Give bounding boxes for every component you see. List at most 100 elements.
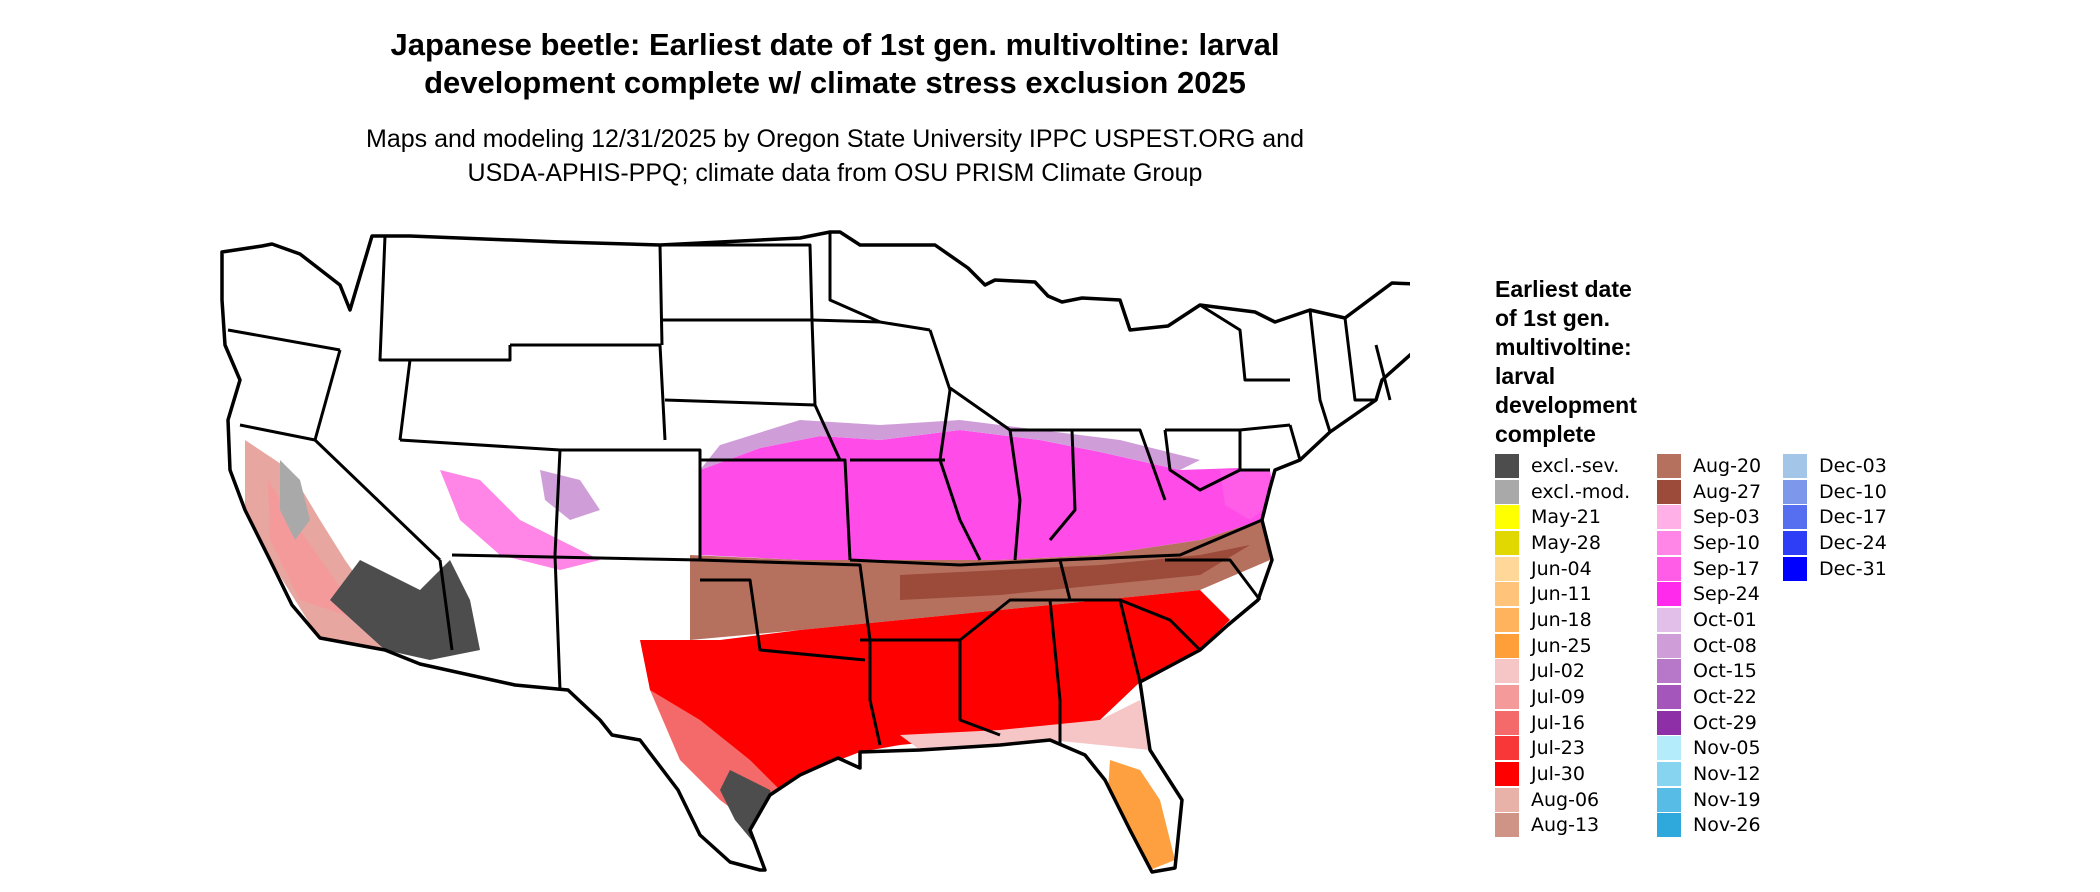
legend-label: excl.-sev.	[1531, 454, 1620, 477]
legend-label: Jul-16	[1531, 711, 1585, 734]
legend-swatch	[1657, 659, 1681, 684]
legend-swatch	[1495, 659, 1519, 684]
legend-label: Oct-01	[1693, 608, 1757, 631]
legend-item: Aug-13	[1495, 813, 1630, 839]
legend-swatch	[1495, 736, 1519, 761]
legend-label: Oct-15	[1693, 660, 1757, 683]
legend-swatch	[1783, 505, 1807, 530]
legend-label: Aug-13	[1531, 814, 1600, 837]
legend-label: Oct-22	[1693, 686, 1757, 709]
legend-swatch	[1657, 556, 1681, 581]
legend-label: Oct-08	[1693, 634, 1757, 657]
legend-item: Oct-15	[1657, 659, 1761, 685]
legend-item: Nov-19	[1657, 787, 1761, 813]
legend-swatch	[1495, 685, 1519, 710]
legend-swatch	[1783, 453, 1807, 478]
legend-label: May-28	[1531, 531, 1601, 554]
legend-label: Jul-09	[1531, 686, 1585, 709]
legend-item: Jun-11	[1495, 581, 1630, 607]
legend-swatch	[1495, 813, 1519, 838]
legend-swatch	[1657, 530, 1681, 555]
legend-swatch	[1657, 736, 1681, 761]
legend-item: May-28	[1495, 530, 1630, 556]
legend-item: Oct-29	[1657, 710, 1761, 736]
legend-swatch	[1657, 505, 1681, 530]
legend-label: Dec-24	[1819, 531, 1887, 554]
legend-swatch	[1495, 505, 1519, 530]
legend-label: Dec-03	[1819, 454, 1887, 477]
legend-swatch	[1657, 453, 1681, 478]
legend-title: Earliest date of 1st gen. multivoltine: …	[1495, 275, 1675, 449]
legend-swatch	[1495, 453, 1519, 478]
legend-item: Dec-17	[1783, 504, 1887, 530]
legend-swatch	[1657, 710, 1681, 735]
legend-swatch	[1495, 530, 1519, 555]
legend-label: May-21	[1531, 506, 1601, 529]
legend-item: Oct-08	[1657, 633, 1761, 659]
legend-title-line: complete	[1495, 421, 1596, 447]
legend-item: Jun-25	[1495, 633, 1630, 659]
legend-item: May-21	[1495, 504, 1630, 530]
legend-label: Aug-06	[1531, 788, 1600, 811]
legend-swatch	[1495, 607, 1519, 632]
legend-title-line: multivoltine:	[1495, 334, 1632, 360]
legend-item: Jul-30	[1495, 761, 1630, 787]
map-subtitle-line-2: USDA-APHIS-PPQ; climate data from OSU PR…	[467, 159, 1203, 187]
legend-label: Aug-20	[1693, 454, 1762, 477]
legend-swatch	[1495, 582, 1519, 607]
map-title: Japanese beetle: Earliest date of 1st ge…	[150, 26, 1520, 102]
legend-item: Oct-22	[1657, 684, 1761, 710]
legend-item: Jul-09	[1495, 684, 1630, 710]
legend-title-line: Earliest date	[1495, 276, 1632, 302]
legend-swatch	[1657, 813, 1681, 838]
legend-swatch	[1495, 633, 1519, 658]
legend-label: Oct-29	[1693, 711, 1757, 734]
legend-label: Nov-12	[1693, 763, 1761, 786]
legend-label: Jul-02	[1531, 660, 1585, 683]
legend-swatch	[1657, 582, 1681, 607]
legend-title-line: development	[1495, 392, 1637, 418]
legend-swatch	[1657, 633, 1681, 658]
legend-item: Oct-01	[1657, 607, 1761, 633]
legend-swatch	[1783, 479, 1807, 504]
legend-item: Sep-17	[1657, 556, 1761, 582]
map-title-line-1: Japanese beetle: Earliest date of 1st ge…	[390, 27, 1280, 62]
map-title-line-2: development complete w/ climate stress e…	[424, 65, 1246, 100]
legend-swatch	[1657, 607, 1681, 632]
legend-label: Nov-05	[1693, 737, 1761, 760]
legend-item: Jun-04	[1495, 556, 1630, 582]
legend-item: Dec-31	[1783, 556, 1887, 582]
legend-label: Jun-04	[1531, 557, 1592, 580]
legend-item: Nov-05	[1657, 736, 1761, 762]
legend-item: Aug-06	[1495, 787, 1630, 813]
legend-swatch	[1657, 685, 1681, 710]
legend-column-1: excl.-sev. excl.-mod. May-21 May-28 Jun-04 Ju…	[1495, 453, 1630, 838]
legend-column-3: Dec-03 Dec-10 Dec-17 Dec-24 Dec-31	[1783, 453, 1887, 581]
legend-item: excl.-sev.	[1495, 453, 1630, 479]
legend-item: Jul-16	[1495, 710, 1630, 736]
legend-column-2: Aug-20 Aug-27 Sep-03 Sep-10 Sep-17 Sep-24 Oct-…	[1657, 453, 1761, 838]
legend-label: Nov-19	[1693, 788, 1761, 811]
legend-item: Dec-03	[1783, 453, 1887, 479]
legend-label: Sep-10	[1693, 531, 1760, 554]
legend-swatch	[1657, 762, 1681, 787]
legend-title-line: larval	[1495, 363, 1556, 389]
map-subtitle-line-1: Maps and modeling 12/31/2025 by Oregon S…	[366, 125, 1304, 153]
legend-swatch	[1783, 556, 1807, 581]
legend-item: Nov-12	[1657, 761, 1761, 787]
legend-swatch	[1495, 556, 1519, 581]
legend-label: Jun-25	[1531, 634, 1592, 657]
legend-swatch	[1495, 479, 1519, 504]
legend-label: Dec-17	[1819, 506, 1887, 529]
legend-item: Jul-23	[1495, 736, 1630, 762]
legend-swatch	[1657, 479, 1681, 504]
legend-label: Nov-26	[1693, 814, 1761, 837]
legend-label: Sep-03	[1693, 506, 1760, 529]
legend-item: Jun-18	[1495, 607, 1630, 633]
legend-label: Dec-31	[1819, 557, 1887, 580]
legend-label: Jun-18	[1531, 608, 1592, 631]
legend-item: Nov-26	[1657, 813, 1761, 839]
legend-item: excl.-mod.	[1495, 479, 1630, 505]
legend-swatch	[1657, 787, 1681, 812]
legend-item: Aug-27	[1657, 479, 1761, 505]
